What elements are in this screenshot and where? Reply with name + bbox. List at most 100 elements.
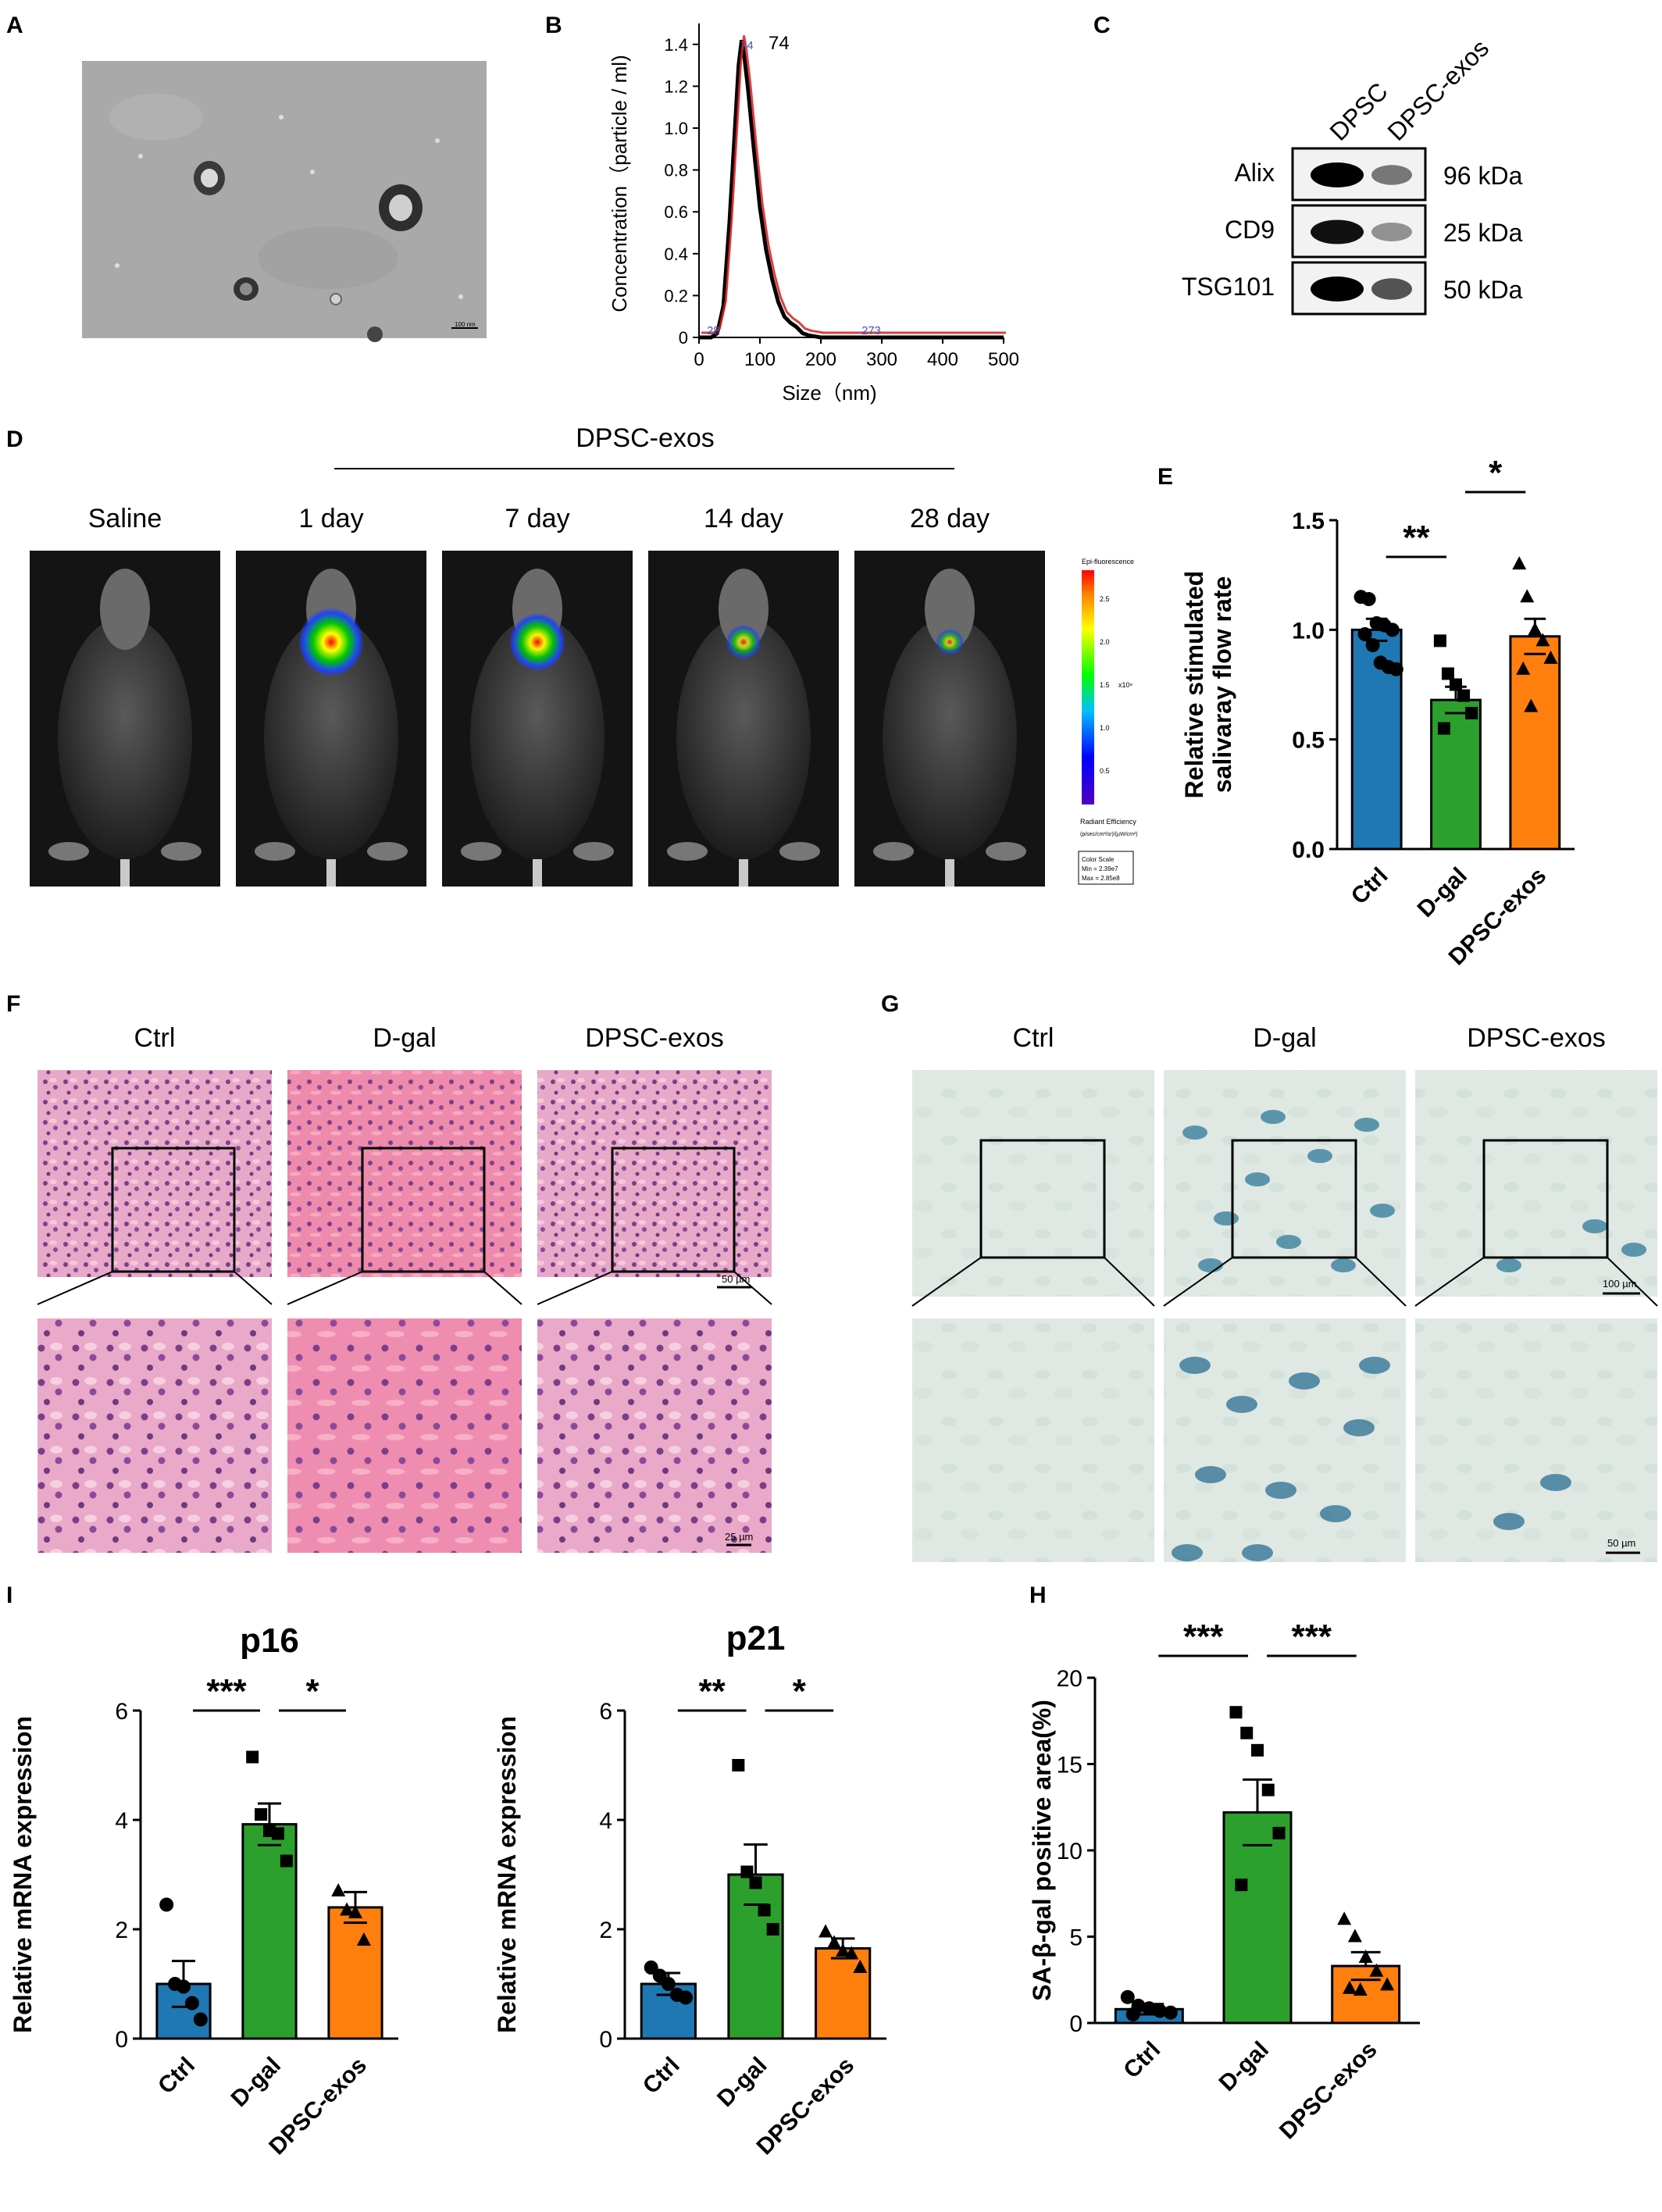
timepoint-label: Saline [88, 504, 162, 533]
column-label: Ctrl [1013, 1023, 1054, 1053]
scale-bar-label: 25 µm [725, 1531, 753, 1543]
data-point [1229, 1706, 1243, 1719]
kda-label: 50 kDa [1443, 276, 1523, 304]
panel-label-i: I [6, 1582, 12, 1608]
panel-a-tem-image: 100 nm [82, 61, 487, 342]
exosome-particle [379, 184, 423, 231]
mouse-body [264, 617, 398, 859]
panel-e-bar-chart: 0.0 0.5 1.0 1.5 Relative stimulated salivaray… [1180, 454, 1575, 970]
x-tick-label: Ctrl [638, 2053, 685, 2100]
axes: 0 100 200 300 400 500 0 0.2 0.4 0.6 0.8 1.0 1.2 1.4 [664, 23, 1019, 370]
micrograph-top [537, 1070, 772, 1277]
y-tick-label: 10 [1057, 1839, 1082, 1864]
mouse-paw [161, 842, 202, 861]
micrograph-bottom [1164, 1318, 1406, 1562]
x-tick-label: 0 [694, 349, 704, 370]
data-point [271, 1827, 284, 1840]
scale-bar-label: 100 nm [455, 321, 476, 328]
blue-stain [1198, 1258, 1223, 1272]
mouse-body [883, 617, 1017, 859]
colorbar-unit-sub: (p/sec/cm²/sr)/(µW/cm²) [1080, 832, 1138, 837]
data-point [340, 1902, 355, 1916]
right-marker-label: 273 [861, 324, 881, 337]
data-point [1457, 689, 1471, 702]
micrograph-top [1164, 1070, 1406, 1297]
color-scale-max: Max = 2.85e8 [1082, 875, 1120, 882]
blue-stain [1289, 1372, 1320, 1390]
data-point [1153, 2003, 1168, 2018]
y-tick-label: 1.2 [664, 77, 688, 96]
x-tick-label: D-gal [1413, 863, 1472, 922]
y-tick-label: 1.5 [1292, 508, 1325, 534]
mouse-head [925, 569, 975, 650]
zoom-line [1607, 1257, 1658, 1307]
significance-label: *** [1183, 1618, 1224, 1656]
significance-label: * [793, 1672, 807, 1711]
blue-stain [1182, 1126, 1207, 1140]
data-point [1512, 556, 1527, 570]
mouse-paw [367, 842, 408, 861]
zoom-line [1163, 1257, 1233, 1307]
y-tick-label: 0 [599, 2027, 612, 2053]
blue-stain [1359, 1357, 1390, 1374]
lane-label-dpsc-exos: DPSC-exos [1382, 34, 1494, 146]
y-tick-label: 2 [115, 1918, 128, 1943]
micrograph-bottom [537, 1318, 772, 1553]
zoom-line [234, 1271, 273, 1305]
timepoint-label: 7 day [505, 504, 569, 533]
blot-band [1311, 162, 1364, 187]
zoom-box [111, 1147, 236, 1273]
exosome-particle [234, 277, 259, 301]
y-axis-label: Relative mRNA expression [493, 1716, 521, 2033]
protein-label: Alix [1234, 159, 1275, 187]
data-point [193, 2012, 208, 2027]
x-tick-label: D-gal [1214, 2037, 1274, 2096]
zoom-line [287, 1271, 363, 1305]
y-tick-label: 0 [115, 2027, 128, 2053]
colorbar-tick-label: 2.0 [1100, 638, 1110, 646]
color-scale-box [1078, 851, 1134, 885]
blot-band [1371, 165, 1412, 185]
column-label: Ctrl [134, 1023, 176, 1053]
colorbar-multiplier: x10⁸ [1118, 681, 1133, 689]
mouse-paw [667, 842, 708, 861]
blot-band [1371, 278, 1412, 300]
y-axis-label: Relative stimulated [1180, 571, 1208, 799]
column-label: DPSC-exos [585, 1023, 724, 1053]
y-axis-label: SA-β-gal positive area(%) [1028, 1700, 1056, 2001]
zoom-box [979, 1139, 1106, 1259]
colorbar-tick-label: 1.5 [1100, 681, 1110, 689]
data-point [1272, 1826, 1286, 1839]
blue-stain [1343, 1419, 1375, 1436]
data-point [1520, 589, 1535, 603]
data-point [348, 1905, 362, 1918]
y-tick-label: 5 [1069, 1925, 1082, 1951]
x-tick-label: 200 [805, 349, 836, 370]
data-point [1516, 661, 1531, 675]
mouse-image [854, 551, 1045, 887]
data-point [1528, 622, 1543, 636]
scale-bar-label: 50 µm [1607, 1537, 1635, 1549]
panel-c-western-blot: DPSC DPSC-exos Alix 96 kDa CD9 25 kDa TSG101… [1182, 34, 1523, 316]
kda-label: 96 kDa [1443, 162, 1523, 190]
exosome-particle [194, 161, 225, 195]
scale-bar-label: 50 µm [722, 1273, 750, 1285]
micrograph-top [37, 1070, 272, 1277]
data-point [1433, 634, 1446, 648]
panel-d-ivis-imaging: DPSC-exos Saline 1 day 7 day 14 day 28 day E… [30, 423, 1138, 887]
data-point [356, 1932, 371, 1946]
blue-stain [1226, 1396, 1257, 1413]
panel-label-h: H [1029, 1582, 1047, 1608]
data-point [1261, 1783, 1275, 1796]
blue-stain [1307, 1149, 1332, 1163]
data-point [1251, 1743, 1264, 1757]
mouse-tail [326, 859, 336, 887]
data-point [661, 1977, 676, 1991]
data-point [1240, 1726, 1254, 1739]
data-point [853, 1960, 868, 1973]
x-axis-label: Size（nm) [782, 381, 876, 405]
fluorescence-signal [298, 608, 364, 676]
bar [727, 1873, 784, 2040]
data-point [836, 1943, 851, 1957]
